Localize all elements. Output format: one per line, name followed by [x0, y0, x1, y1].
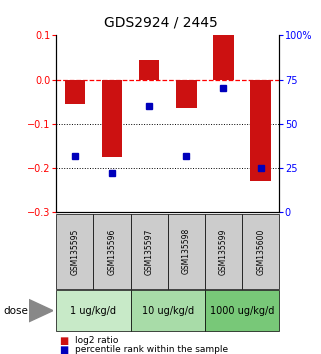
Text: log2 ratio: log2 ratio [75, 336, 119, 345]
Bar [176, 80, 196, 108]
Text: GSM135595: GSM135595 [70, 228, 79, 275]
Text: percentile rank within the sample: percentile rank within the sample [75, 345, 229, 354]
Bar [213, 35, 234, 80]
Text: ■: ■ [59, 345, 69, 354]
Polygon shape [29, 299, 53, 322]
Text: GSM135600: GSM135600 [256, 228, 265, 275]
Bar [250, 80, 271, 181]
Text: dose: dose [3, 306, 28, 316]
Text: GDS2924 / 2445: GDS2924 / 2445 [104, 16, 217, 30]
Text: ■: ■ [59, 336, 69, 346]
Bar [102, 80, 122, 157]
Bar [139, 60, 159, 80]
Text: GSM135596: GSM135596 [108, 228, 117, 275]
Text: GSM135598: GSM135598 [182, 228, 191, 274]
Text: 1000 ug/kg/d: 1000 ug/kg/d [210, 306, 274, 316]
Bar [65, 80, 85, 104]
Text: GSM135599: GSM135599 [219, 228, 228, 275]
Text: 10 ug/kg/d: 10 ug/kg/d [142, 306, 194, 316]
Text: 1 ug/kg/d: 1 ug/kg/d [70, 306, 116, 316]
Text: GSM135597: GSM135597 [145, 228, 154, 275]
